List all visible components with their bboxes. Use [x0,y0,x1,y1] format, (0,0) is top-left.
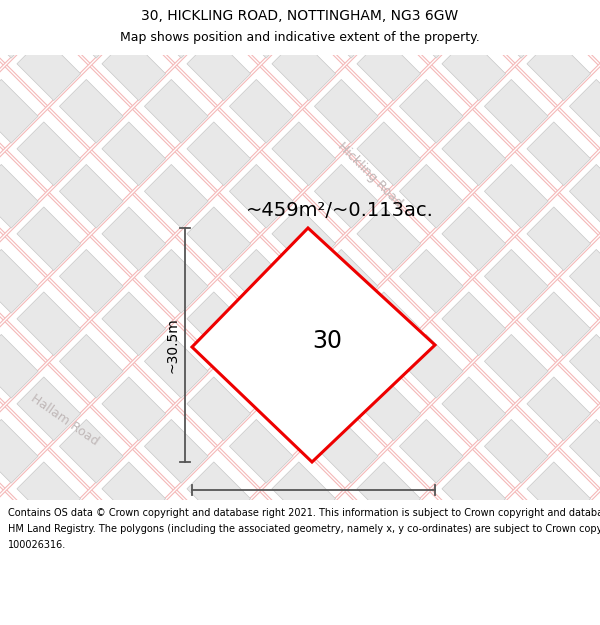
Polygon shape [145,334,208,398]
Polygon shape [17,377,80,441]
Polygon shape [272,207,335,271]
Polygon shape [314,334,378,398]
Polygon shape [527,37,590,101]
Text: Map shows position and indicative extent of the property.: Map shows position and indicative extent… [120,31,480,44]
Polygon shape [0,0,522,625]
Polygon shape [83,0,600,625]
Polygon shape [17,462,80,526]
Polygon shape [102,377,166,441]
Polygon shape [0,79,38,143]
Polygon shape [0,334,38,398]
Polygon shape [400,164,463,228]
Polygon shape [253,0,600,625]
Polygon shape [17,122,80,186]
Polygon shape [0,419,38,483]
Polygon shape [229,0,293,58]
Polygon shape [0,0,352,625]
Polygon shape [569,0,600,58]
Polygon shape [357,37,421,101]
Polygon shape [229,419,293,483]
Polygon shape [357,122,421,186]
Polygon shape [272,377,335,441]
Polygon shape [593,0,600,625]
Polygon shape [102,122,166,186]
Polygon shape [442,462,506,526]
Text: ~30.5m: ~30.5m [166,317,180,373]
Polygon shape [187,292,251,356]
Polygon shape [229,334,293,398]
Polygon shape [272,292,335,356]
Polygon shape [484,504,548,568]
Polygon shape [59,419,123,483]
Polygon shape [145,164,208,228]
Polygon shape [527,292,590,356]
Polygon shape [0,164,38,228]
Text: 30: 30 [312,329,342,352]
Polygon shape [484,419,548,483]
Polygon shape [0,0,267,625]
Text: Hickling Road: Hickling Road [335,140,405,210]
Polygon shape [102,462,166,526]
Polygon shape [272,462,335,526]
Polygon shape [102,37,166,101]
Text: 30, HICKLING ROAD, NOTTINGHAM, NG3 6GW: 30, HICKLING ROAD, NOTTINGHAM, NG3 6GW [142,9,458,23]
Polygon shape [400,419,463,483]
Polygon shape [229,164,293,228]
Polygon shape [229,79,293,143]
Polygon shape [569,249,600,313]
Text: HM Land Registry. The polygons (including the associated geometry, namely x, y c: HM Land Registry. The polygons (includin… [8,524,600,534]
Polygon shape [314,0,378,58]
Polygon shape [229,504,293,568]
Polygon shape [145,0,208,58]
Polygon shape [272,122,335,186]
Polygon shape [145,419,208,483]
Polygon shape [569,164,600,228]
Polygon shape [187,377,251,441]
Polygon shape [192,228,435,462]
Polygon shape [527,462,590,526]
Polygon shape [0,0,522,625]
Polygon shape [400,249,463,313]
Polygon shape [314,419,378,483]
Polygon shape [187,122,251,186]
Polygon shape [0,0,12,625]
Polygon shape [400,79,463,143]
Polygon shape [569,334,600,398]
Polygon shape [59,504,123,568]
Polygon shape [314,504,378,568]
Polygon shape [17,37,80,101]
Polygon shape [400,504,463,568]
Polygon shape [508,0,600,625]
Polygon shape [0,55,600,500]
Polygon shape [0,249,38,313]
Polygon shape [145,79,208,143]
Polygon shape [569,419,600,483]
Polygon shape [569,504,600,568]
Polygon shape [314,249,378,313]
Polygon shape [423,0,600,625]
Polygon shape [314,164,378,228]
Polygon shape [102,207,166,271]
Polygon shape [442,377,506,441]
Polygon shape [17,292,80,356]
Polygon shape [442,292,506,356]
Polygon shape [168,0,600,625]
Polygon shape [0,0,182,625]
Polygon shape [400,0,463,58]
Polygon shape [59,164,123,228]
Polygon shape [357,377,421,441]
Polygon shape [0,0,352,625]
Polygon shape [145,504,208,568]
Polygon shape [0,0,38,58]
Polygon shape [442,207,506,271]
Text: 100026316.: 100026316. [8,540,66,550]
Polygon shape [400,334,463,398]
Polygon shape [527,122,590,186]
Text: ~31.2m: ~31.2m [286,506,341,520]
Polygon shape [357,292,421,356]
Polygon shape [229,249,293,313]
